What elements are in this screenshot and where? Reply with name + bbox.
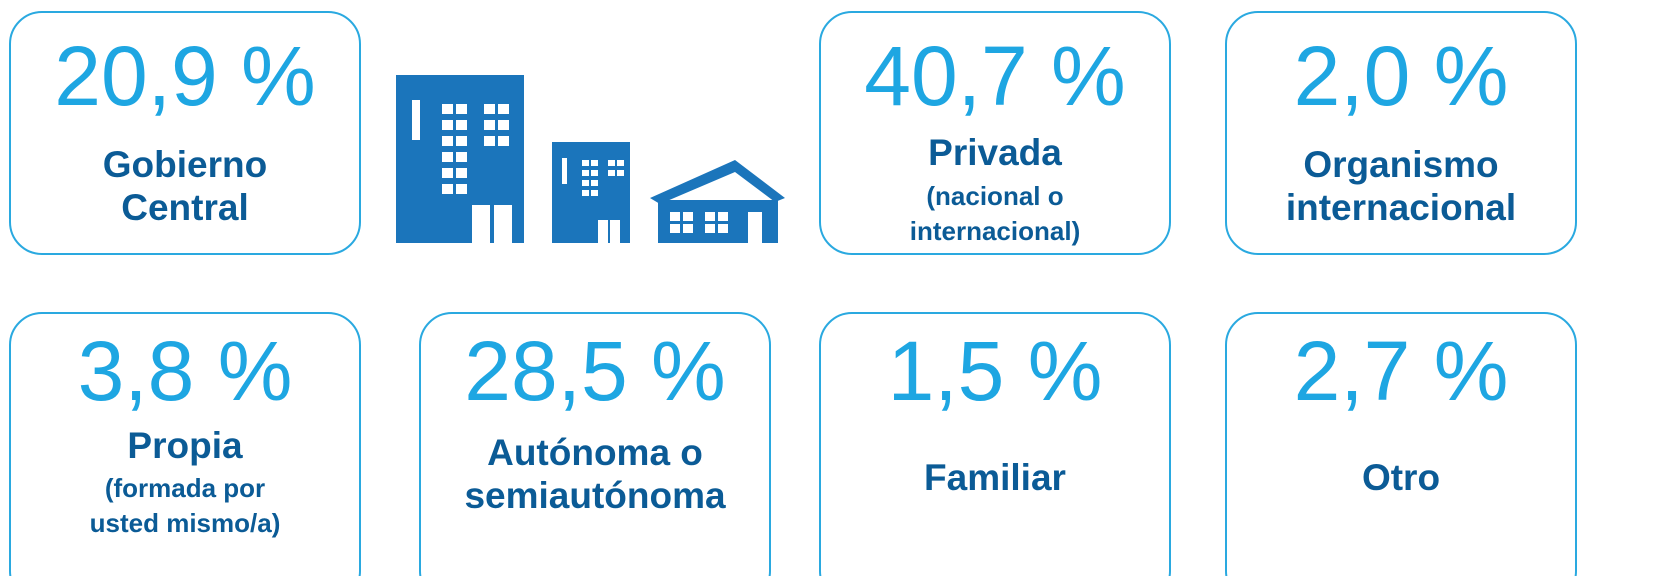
buildings-icon bbox=[396, 75, 785, 243]
card-border bbox=[819, 11, 1171, 255]
card-label: Familiar bbox=[924, 457, 1066, 498]
card: 40,7 % Privada (nacional o internacional) bbox=[819, 11, 1171, 255]
card-note: (formada por bbox=[105, 473, 265, 503]
card-label: internacional bbox=[1286, 187, 1516, 228]
card-label: Organismo bbox=[1303, 144, 1498, 185]
card-label: Gobierno bbox=[103, 144, 267, 185]
card-label: Autónoma o bbox=[487, 432, 703, 473]
card-percent: 1,5 % bbox=[888, 324, 1103, 418]
card-percent: 2,0 % bbox=[1294, 29, 1509, 123]
card-border bbox=[9, 312, 361, 576]
card-percent: 3,8 % bbox=[78, 324, 293, 418]
card-border bbox=[9, 11, 361, 255]
card-note: (nacional o bbox=[926, 181, 1063, 211]
card-border bbox=[1225, 312, 1577, 576]
card-note: internacional) bbox=[910, 216, 1080, 246]
card-percent: 20,9 % bbox=[54, 29, 316, 123]
card: 2,7 % Otro bbox=[1225, 312, 1577, 576]
card-label: Otro bbox=[1362, 457, 1440, 498]
card: 3,8 % Propia (formada por usted mismo/a) bbox=[9, 312, 361, 576]
card-percent: 28,5 % bbox=[464, 324, 726, 418]
card-percent: 2,7 % bbox=[1294, 324, 1509, 418]
card-label: Central bbox=[121, 187, 248, 228]
card-label: Propia bbox=[127, 425, 243, 466]
card-border bbox=[419, 312, 771, 576]
card: 1,5 % Familiar bbox=[819, 312, 1171, 576]
card-label: Privada bbox=[928, 132, 1062, 173]
card-note: usted mismo/a) bbox=[90, 508, 281, 538]
card-percent: 40,7 % bbox=[864, 29, 1126, 123]
card-border bbox=[1225, 11, 1577, 255]
card-border bbox=[819, 312, 1171, 576]
card-label: semiautónoma bbox=[464, 475, 726, 516]
